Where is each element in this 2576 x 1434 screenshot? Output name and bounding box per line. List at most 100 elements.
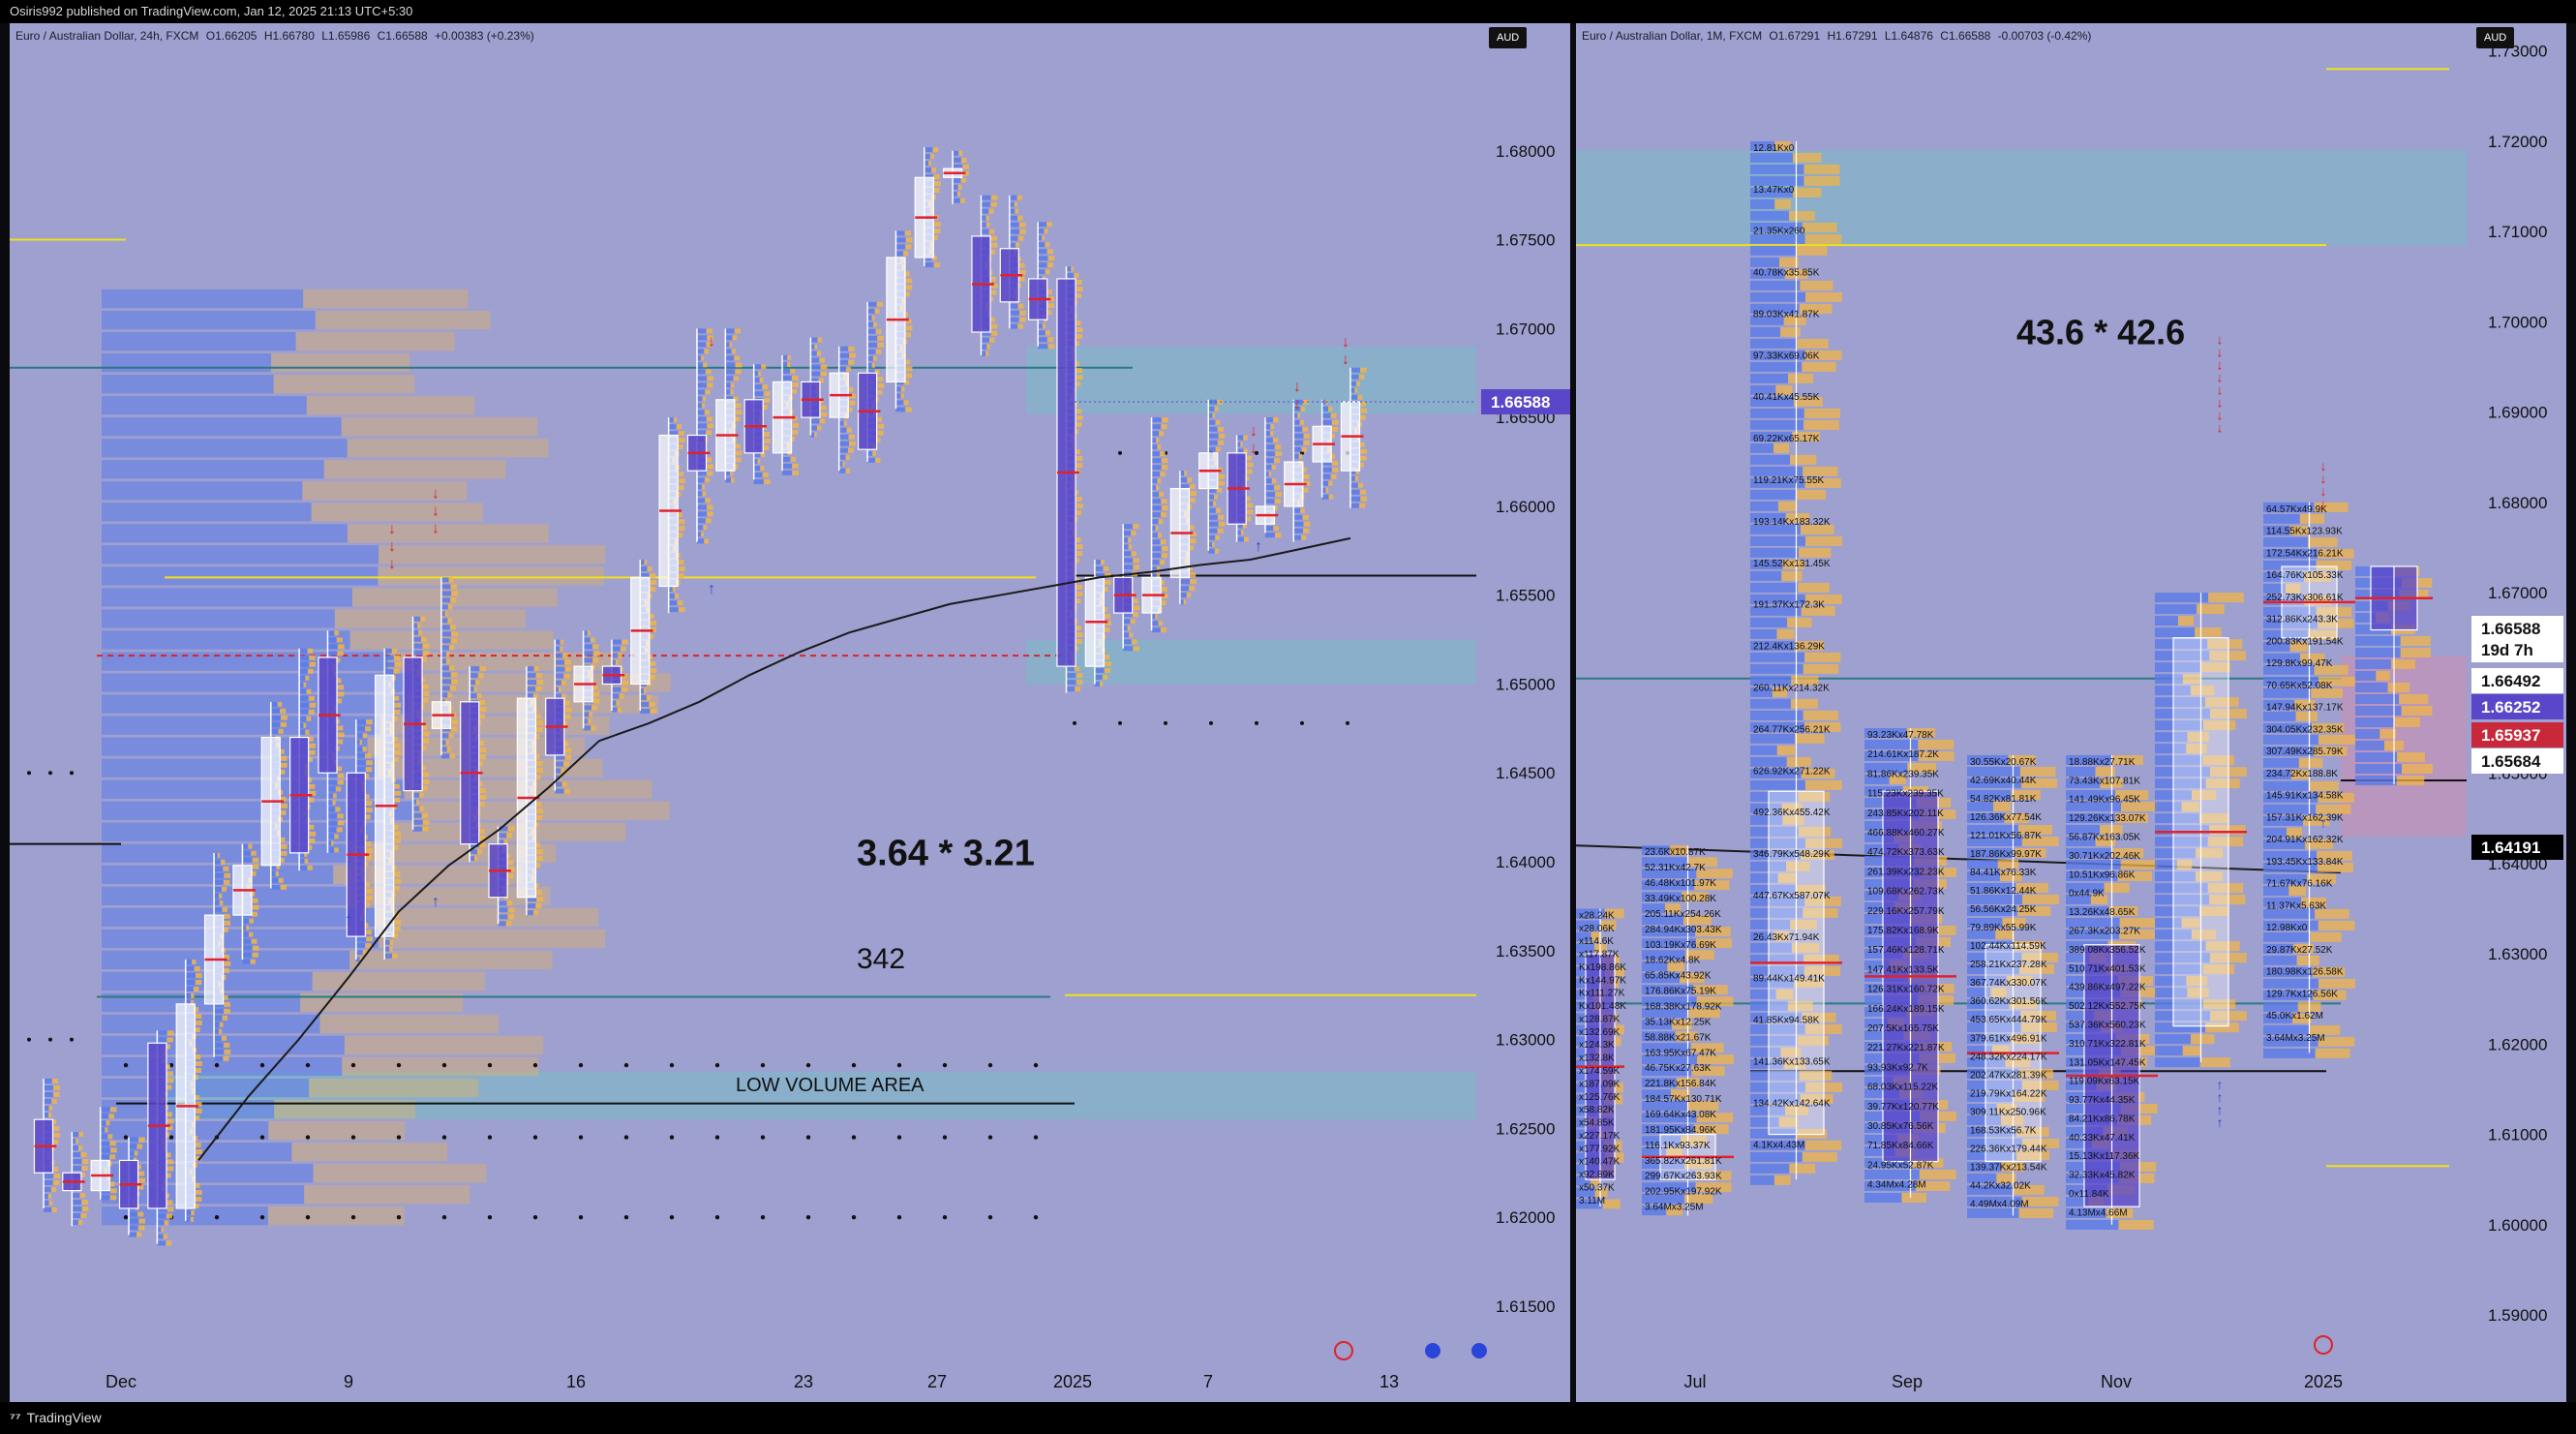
left-candle-profile — [194, 1026, 200, 1032]
right-candle-profile — [2355, 728, 2380, 739]
left-candle-profile — [157, 1227, 162, 1233]
left-candle-profile — [327, 637, 337, 643]
right-candle-profile — [1602, 1199, 1621, 1209]
left-candle-profile — [218, 1028, 223, 1034]
right-candle-profile — [1750, 698, 1791, 709]
left-candle-profile — [1272, 505, 1278, 511]
left-candle-profile — [393, 756, 400, 762]
left-candle-profile — [1009, 201, 1015, 207]
left-candle-profile — [331, 840, 334, 846]
left-profile-bar-orange — [291, 1143, 447, 1162]
right-candle-profile — [2318, 920, 2355, 931]
right-chart-canvas[interactable]: x28.24Kx28.06Kx114.6Kx117.87KKx198.86KKx… — [1576, 23, 2566, 1402]
left-candle-profile — [137, 1211, 144, 1217]
left-candle-profile — [1302, 487, 1309, 493]
left-candle-profile — [704, 349, 710, 354]
right-profile-label: 119.21Kx75.55K — [1753, 475, 1825, 486]
left-candle-profile — [1042, 235, 1046, 241]
right-candle-profile — [1604, 908, 1624, 919]
left-candle-profile — [1123, 639, 1132, 645]
right-candle-profile — [2307, 536, 2338, 547]
tradingview-logo-icon[interactable]: ⁷⁷ — [10, 1410, 21, 1425]
left-candle-profile — [422, 772, 429, 778]
left-candle-profile — [895, 393, 901, 399]
left-candle-profile — [730, 471, 734, 476]
left-candle-profile — [701, 355, 705, 361]
left-profile-bar-blue — [102, 460, 324, 479]
left-candle-profile — [621, 639, 628, 645]
right-candle-profile — [2300, 653, 2325, 663]
left-candle-profile — [555, 775, 560, 780]
left-candle-profile — [734, 328, 742, 334]
left-dot — [578, 1062, 584, 1068]
left-dot — [214, 1062, 220, 1068]
left-candle-profile — [733, 396, 739, 402]
right-candle-profile — [1967, 836, 2022, 846]
left-candle-profile — [1330, 473, 1337, 479]
right-candle-profile — [2018, 1207, 2054, 1218]
right-candle-profile — [1967, 929, 1996, 939]
right-candle-profile — [1802, 222, 1837, 232]
right-chart-pane[interactable]: x28.24K x28.06K x114.6K x117.87K Kx198.86K Kx… — [1576, 23, 2566, 1402]
right-y-tick-label: 1.67000 — [2488, 584, 2547, 602]
right-candle-profile — [2066, 847, 2113, 858]
right-profile-label: x54.85K — [1579, 1118, 1615, 1129]
right-candle-profile — [1576, 1175, 1591, 1186]
brand-name[interactable]: TradingView — [26, 1410, 102, 1425]
left-candle-profile — [1046, 222, 1052, 228]
right-candle-profile — [2155, 964, 2203, 975]
left-candle-profile — [109, 1147, 117, 1153]
left-candle-profile — [678, 526, 685, 532]
left-dot — [1346, 720, 1349, 725]
left-candle-profile — [1123, 625, 1128, 631]
left-candle-profile — [1242, 523, 1247, 529]
left-candle-profile — [555, 646, 561, 652]
left-candle-profile — [838, 427, 847, 433]
left-candle-profile — [474, 856, 478, 862]
left-candle-profile — [1350, 374, 1359, 380]
left-candle-profile — [583, 725, 591, 731]
publish-header: Osiris992 published on TradingView.com, … — [0, 0, 2576, 23]
left-candle-profile — [214, 1049, 225, 1054]
left-candle-profile — [847, 407, 853, 412]
left-candle-profile — [48, 1200, 53, 1205]
right-price-label: 1.66588 — [2481, 620, 2540, 638]
left-dot — [896, 1135, 902, 1140]
left-candle-profile — [394, 749, 402, 755]
right-candle-profile — [1594, 1187, 1608, 1198]
right-candle-profile — [2263, 990, 2314, 1000]
left-candle-profile — [1075, 598, 1081, 604]
left-candle-profile — [440, 753, 450, 759]
left-candle-profile — [707, 464, 714, 470]
left-candle-profile — [299, 702, 310, 708]
right-candle-profile — [1967, 1126, 2016, 1137]
left-candle-profile — [753, 378, 760, 383]
left-candle-profile — [1236, 442, 1241, 447]
right-candle-profile — [1804, 291, 1842, 302]
right-candle-profile — [1967, 1056, 2006, 1067]
right-currency-badge[interactable]: AUD — [2476, 27, 2515, 48]
left-candle-profile — [421, 724, 428, 730]
right-candle-profile — [1915, 1180, 1951, 1191]
left-candle-profile — [877, 342, 884, 348]
right-candle-profile — [2355, 670, 2377, 681]
right-candle-profile — [2115, 789, 2149, 800]
left-profile-bar-blue — [102, 992, 301, 1013]
left-candle-profile — [194, 965, 200, 971]
right-candle-profile — [1642, 1205, 1667, 1216]
left-chart-pane[interactable]: ↓ ↓ ↓ ↓ ↓ ↓ ↓ ↓ ↓ ↓ ↓ ↓ ↓ ↑ ↑ ↑ ↑ 3.64 * 3.21 342 LOW VOLUM… — [10, 23, 1570, 1402]
left-candle-profile — [1268, 472, 1272, 477]
left-currency-badge[interactable]: AUD — [1489, 27, 1528, 48]
left-dot — [532, 1135, 538, 1140]
left-candle-profile — [280, 850, 288, 856]
left-candle-profile — [185, 979, 196, 985]
left-candle-profile — [1264, 417, 1274, 423]
right-candle-profile — [1787, 617, 1812, 627]
left-candle-profile — [1357, 394, 1363, 400]
right-candle-profile — [1782, 814, 1804, 825]
left-candle-profile — [1075, 510, 1082, 516]
right-candle-profile — [2182, 1046, 2201, 1056]
left-candle-profile — [1094, 674, 1103, 680]
left-candle-profile — [1046, 337, 1054, 343]
